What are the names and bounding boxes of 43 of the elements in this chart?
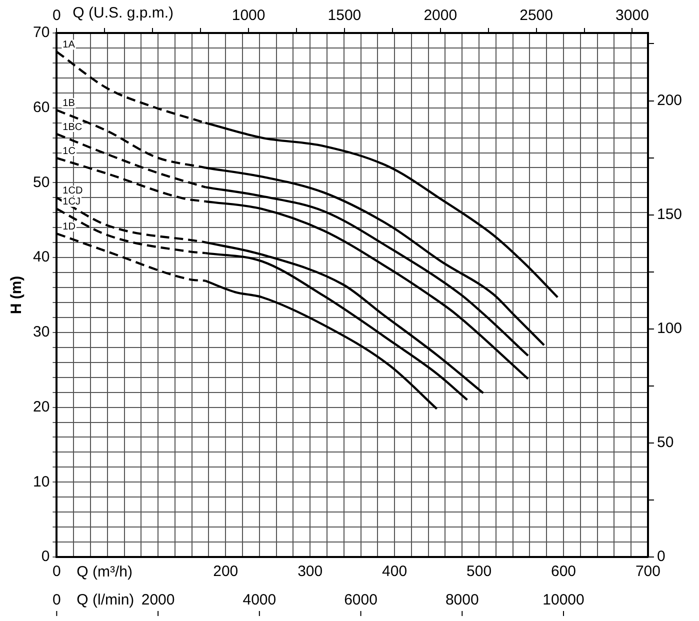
x-tick-label: 300 [298, 563, 323, 580]
series-label: 1A [62, 39, 76, 50]
x-tick-label: 400 [382, 563, 408, 580]
y-tick-label: 40 [32, 248, 50, 266]
text: 2000 [141, 592, 175, 609]
x2-tick-label: 2500 [520, 7, 554, 24]
x2-tick-label: 3000 [616, 7, 649, 24]
series-label: 1BC [62, 122, 82, 133]
y2-tick-label: 50 [656, 434, 674, 452]
y-tick-label: 50 [32, 174, 50, 191]
y2-tick-label: 0 [656, 548, 666, 566]
series-label: 1CJ [62, 196, 80, 208]
y2-tick-label: 200 [656, 92, 682, 109]
y-axis-title: H (m) [8, 276, 26, 314]
x-tick-label: 200 [213, 563, 238, 580]
y-tick-label: 20 [32, 398, 50, 416]
y-tick-label: 60 [32, 99, 50, 116]
x2-tick-label: 2000 [424, 7, 458, 24]
text: 6000 [344, 592, 378, 609]
x-tick-label: 700 [635, 563, 660, 580]
series-label: 1B [62, 98, 76, 109]
x-axis-title: Q (m³/h) [76, 564, 133, 581]
x-tick-label: 600 [550, 563, 576, 580]
text: 10000 [542, 592, 584, 609]
y-tick-label: 10 [32, 473, 50, 490]
text: Q (l/min) [76, 592, 134, 609]
x2-tick-label: 1500 [328, 7, 362, 24]
text: 4000 [242, 592, 276, 609]
y-tick-label: 70 [32, 24, 50, 42]
y2-tick-label: 100 [656, 320, 682, 338]
x2-tick-label: 1000 [232, 7, 266, 24]
text: 8000 [445, 592, 479, 609]
series-label: 1D [62, 221, 76, 232]
y2-tick-label: 150 [656, 206, 682, 223]
y-tick-label: 30 [32, 324, 50, 341]
x2-tick-label: 0 [52, 7, 61, 24]
series-label: 1CD [62, 185, 83, 196]
text: 0 [52, 592, 61, 609]
x-tick-label: 500 [466, 563, 492, 580]
y-tick-label: 0 [41, 548, 50, 566]
series-label: 1C [62, 146, 76, 157]
x2-axis-title: Q (U.S. g.p.m.) [72, 4, 174, 22]
x-tick-label: 0 [52, 563, 61, 580]
